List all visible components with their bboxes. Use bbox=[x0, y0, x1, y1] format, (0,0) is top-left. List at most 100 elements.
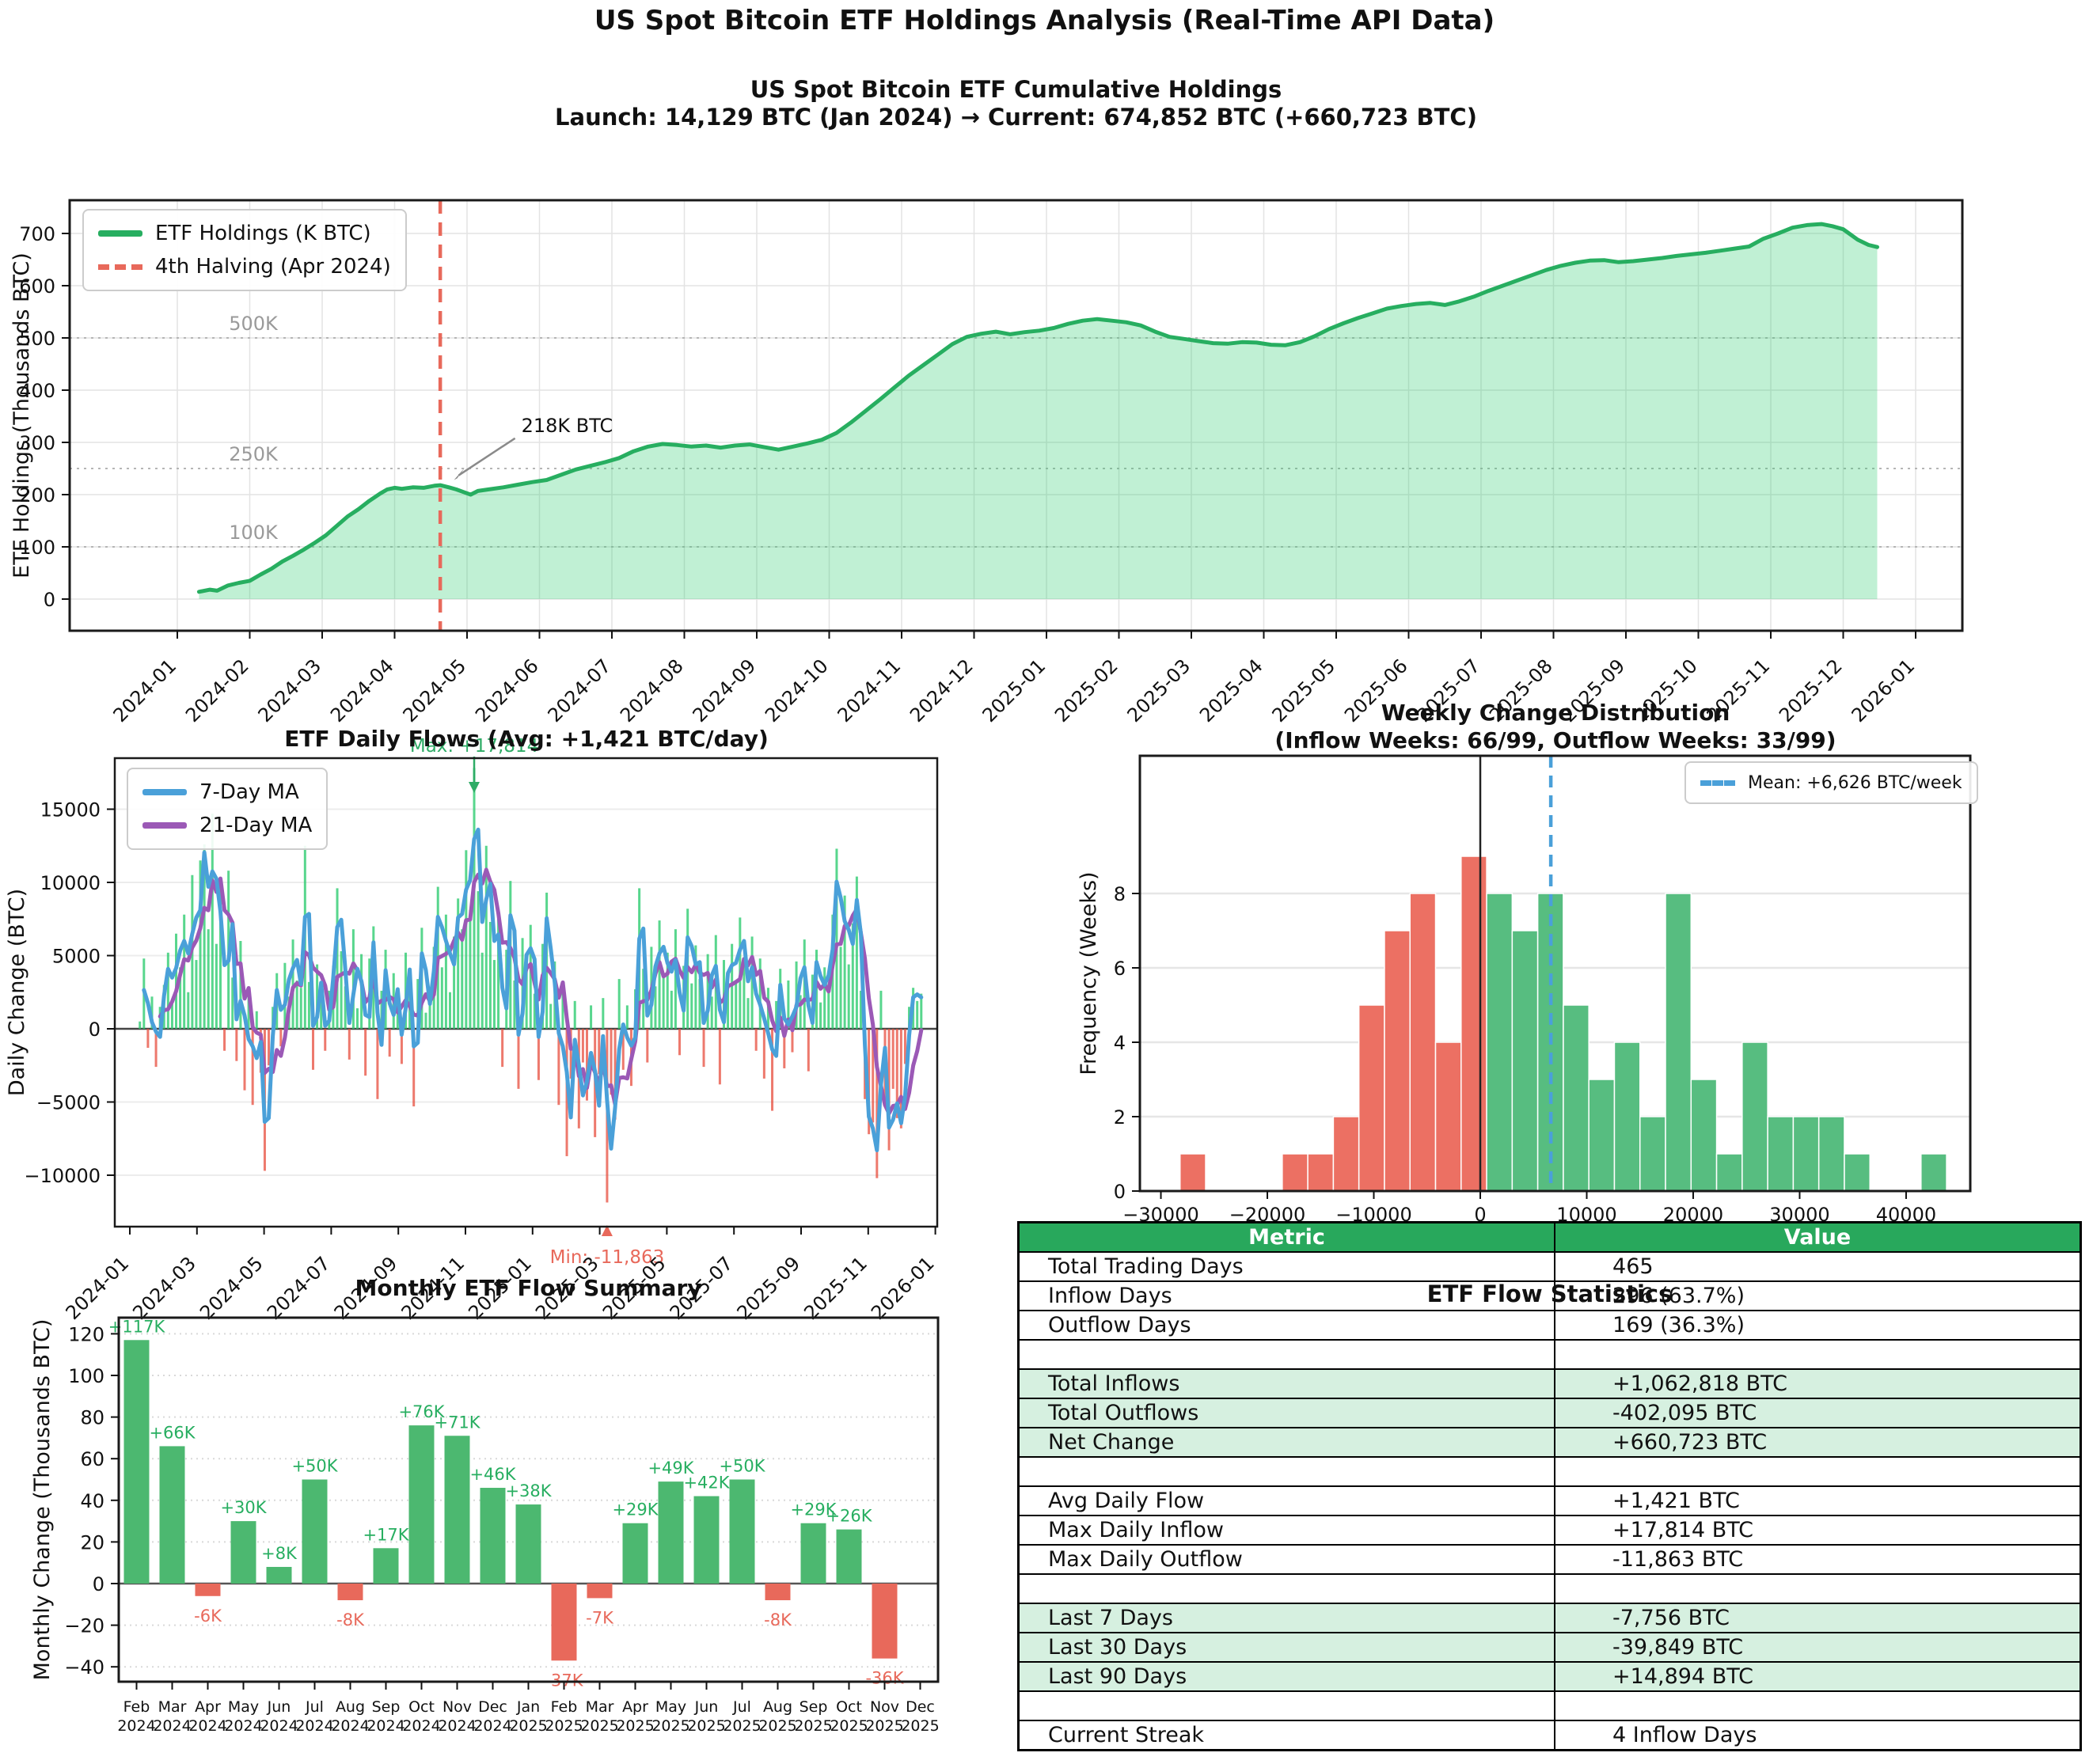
svg-text:2025-09: 2025-09 bbox=[1558, 654, 1630, 726]
svg-text:500K: 500K bbox=[229, 313, 279, 335]
svg-text:2024-06: 2024-06 bbox=[471, 654, 543, 726]
svg-text:40: 40 bbox=[80, 1490, 104, 1512]
table-header-row: Metric Value bbox=[1017, 1221, 2082, 1253]
svg-text:−20: −20 bbox=[64, 1615, 104, 1637]
svg-text:700: 700 bbox=[19, 223, 55, 245]
svg-text:−40: −40 bbox=[64, 1656, 104, 1679]
svg-text:Min: -11,863: Min: -11,863 bbox=[550, 1247, 665, 1268]
metric-cell: Net Change bbox=[1017, 1427, 1556, 1458]
svg-text:2: 2 bbox=[1114, 1106, 1126, 1129]
svg-text:100K: 100K bbox=[229, 522, 279, 544]
svg-text:2025: 2025 bbox=[545, 1717, 583, 1735]
svg-text:218K BTC: 218K BTC bbox=[522, 415, 613, 437]
metric-cell: Last 90 Days bbox=[1017, 1661, 1556, 1692]
value-cell bbox=[1554, 1456, 2082, 1487]
svg-text:2024: 2024 bbox=[153, 1717, 191, 1735]
daily-flows-title: ETF Daily Flows (Avg: +1,421 BTC/day) bbox=[284, 726, 769, 752]
svg-text:2025: 2025 bbox=[687, 1717, 725, 1735]
holdings-chart-subtitle: Launch: 14,129 BTC (Jan 2024) → Current:… bbox=[555, 104, 1477, 131]
table-row: Current Streak 4 Inflow Days bbox=[1017, 1720, 2082, 1751]
svg-text:2024-07: 2024-07 bbox=[263, 1252, 335, 1324]
svg-text:Nov: Nov bbox=[442, 1698, 472, 1716]
svg-text:60: 60 bbox=[80, 1448, 104, 1470]
legend-label: 7-Day MA bbox=[199, 780, 299, 804]
metric-cell: Max Daily Inflow bbox=[1017, 1515, 1556, 1546]
svg-text:2024: 2024 bbox=[224, 1717, 262, 1735]
svg-text:+42K: +42K bbox=[683, 1474, 730, 1493]
svg-text:+50K: +50K bbox=[291, 1457, 338, 1476]
value-cell bbox=[1554, 1690, 2082, 1721]
stats-table: Metric Value Total Trading Days 465 Inflow… bbox=[1017, 1221, 2082, 1751]
svg-text:+76K: +76K bbox=[398, 1402, 445, 1421]
svg-text:20: 20 bbox=[80, 1531, 104, 1553]
table-row: Total Trading Days 465 bbox=[1017, 1251, 2082, 1282]
svg-text:Mar: Mar bbox=[586, 1698, 614, 1716]
halving-dash-swatch-icon bbox=[98, 264, 142, 270]
legend-label: 4th Halving (Apr 2024) bbox=[155, 255, 391, 279]
svg-text:2024: 2024 bbox=[331, 1717, 369, 1735]
svg-text:2025-01: 2025-01 bbox=[464, 1252, 536, 1324]
svg-text:Oct: Oct bbox=[408, 1698, 435, 1716]
svg-text:−5000: −5000 bbox=[36, 1092, 101, 1114]
svg-text:2025-12: 2025-12 bbox=[1775, 654, 1847, 726]
daily-flows-legend: 7-Day MA 21-Day MA bbox=[127, 768, 329, 850]
svg-text:Apr: Apr bbox=[622, 1698, 648, 1716]
svg-text:2024-01: 2024-01 bbox=[109, 654, 181, 726]
svg-text:100: 100 bbox=[19, 537, 55, 559]
value-cell: -7,756 BTC bbox=[1554, 1603, 2082, 1633]
svg-text:Mar: Mar bbox=[158, 1698, 187, 1716]
svg-text:2025-11: 2025-11 bbox=[1703, 654, 1775, 726]
distribution-title: Weekly Change Distribution bbox=[1381, 700, 1730, 726]
metric-cell: Total Outflows bbox=[1017, 1398, 1556, 1428]
legend-item-halving: 4th Halving (Apr 2024) bbox=[98, 250, 391, 283]
svg-text:2024: 2024 bbox=[188, 1717, 226, 1735]
svg-text:2024-03: 2024-03 bbox=[128, 1252, 200, 1324]
metric-cell: Avg Daily Flow bbox=[1017, 1485, 1556, 1516]
svg-text:2024-10: 2024-10 bbox=[761, 654, 833, 726]
svg-text:2025-07: 2025-07 bbox=[666, 1252, 738, 1324]
svg-text:+50K: +50K bbox=[719, 1457, 765, 1476]
table-row: Net Change +660,723 BTC bbox=[1017, 1427, 2082, 1458]
metric-cell: Total Inflows bbox=[1017, 1368, 1556, 1399]
svg-text:0: 0 bbox=[1474, 1204, 1486, 1226]
svg-text:+38K: +38K bbox=[505, 1481, 552, 1500]
svg-text:300: 300 bbox=[19, 432, 55, 454]
metric-cell: Outflow Days bbox=[1017, 1310, 1556, 1341]
svg-text:Max: +17,814: Max: +17,814 bbox=[410, 736, 538, 757]
table-row: Outflow Days 169 (36.3%) bbox=[1017, 1310, 2082, 1341]
svg-text:80: 80 bbox=[80, 1407, 104, 1429]
svg-text:2025-10: 2025-10 bbox=[1630, 654, 1702, 726]
ma21-line-swatch-icon bbox=[142, 822, 187, 829]
svg-text:6: 6 bbox=[1114, 958, 1126, 980]
svg-text:Feb: Feb bbox=[123, 1698, 150, 1716]
value-cell: -11,863 BTC bbox=[1554, 1544, 2082, 1575]
value-cell: 4 Inflow Days bbox=[1554, 1720, 2082, 1751]
legend-label: ETF Holdings (K BTC) bbox=[155, 222, 371, 245]
svg-text:2024: 2024 bbox=[473, 1717, 511, 1735]
svg-text:2024: 2024 bbox=[295, 1717, 333, 1735]
weekly-distribution-plot: −30000 −20000 −10000 0 10000 20000 30000 400000… bbox=[1077, 754, 1972, 1226]
svg-text:Dec: Dec bbox=[478, 1698, 507, 1716]
table-row: Max Daily Inflow +17,814 BTC bbox=[1017, 1515, 2082, 1546]
svg-text:2025-05: 2025-05 bbox=[1268, 654, 1340, 726]
svg-text:2024-02: 2024-02 bbox=[181, 654, 253, 726]
svg-text:2025: 2025 bbox=[616, 1717, 654, 1735]
svg-text:Feb: Feb bbox=[551, 1698, 578, 1716]
value-cell: +660,723 BTC bbox=[1554, 1427, 2082, 1458]
svg-text:-8K: -8K bbox=[764, 1610, 792, 1629]
distribution-subtitle: (Inflow Weeks: 66/99, Outflow Weeks: 33/… bbox=[1274, 727, 1836, 753]
table-row: Last 7 Days -7,756 BTC bbox=[1017, 1603, 2082, 1633]
legend-item-21day-ma: 21-Day MA bbox=[142, 809, 312, 842]
holdings-chart-title: US Spot Bitcoin ETF Cumulative Holdings bbox=[750, 76, 1282, 103]
svg-text:2026-01: 2026-01 bbox=[867, 1252, 939, 1324]
value-cell: 169 (36.3%) bbox=[1554, 1310, 2082, 1341]
svg-text:Jan: Jan bbox=[516, 1698, 540, 1716]
svg-text:Apr: Apr bbox=[195, 1698, 221, 1716]
svg-text:0: 0 bbox=[93, 1573, 104, 1595]
svg-text:2024-12: 2024-12 bbox=[906, 654, 978, 726]
metric-cell: Max Daily Outflow bbox=[1017, 1544, 1556, 1575]
monthly-flows-title: Monthly ETF Flow Summary bbox=[355, 1275, 702, 1301]
figure-title: US Spot Bitcoin ETF Holdings Analysis (R… bbox=[594, 5, 1495, 36]
metric-column-header: Metric bbox=[1017, 1221, 1556, 1253]
